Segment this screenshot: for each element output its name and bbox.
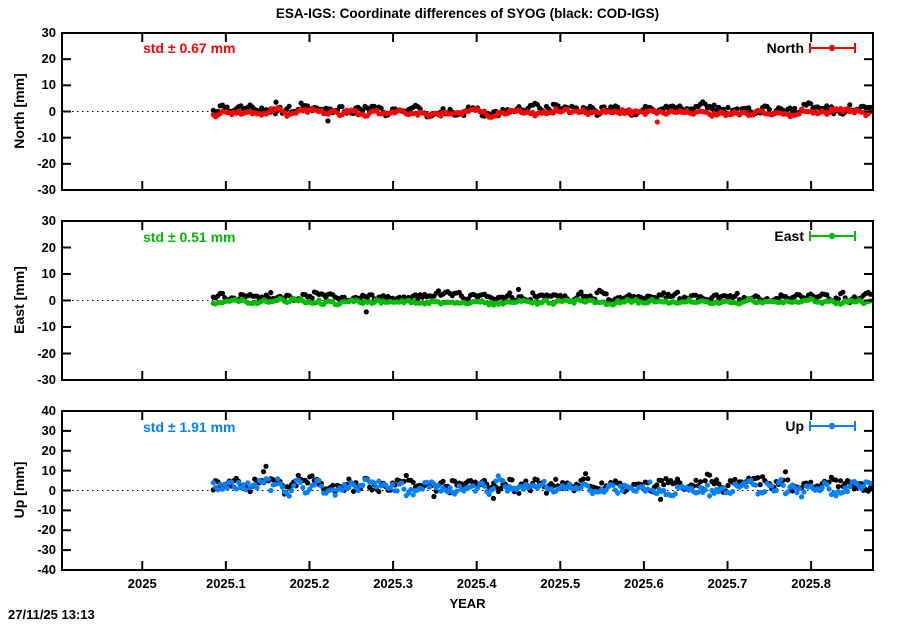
legend-label-up: Up [785,418,804,434]
x-tick-label: 2025.6 [624,576,664,591]
y-tick-label: -10 [37,129,56,145]
legend-errorbar-north [809,43,856,53]
series-esa-igs-east [210,295,874,308]
x-tick-label: 2025.7 [707,576,748,591]
y-tick-label: -10 [37,502,56,518]
y-tick-label: 20 [41,51,56,67]
y-tick-label: 30 [41,213,56,228]
panel-up [61,410,874,571]
y-tick-label: -30 [37,372,56,387]
x-tick-label: 2025.1 [205,576,246,591]
y-tick-label: -10 [37,319,56,334]
std-annotation-up: std ± 1.91 mm [143,419,236,435]
chart-title: ESA-IGS: Coordinate differences of SYOG … [275,6,660,21]
plot-timestamp: 27/11/25 13:13 [8,607,95,622]
x-tick-label: 2025 [127,576,157,591]
y-tick-label: 0 [48,292,56,308]
outlier-point [298,100,304,106]
legend-errorbar-east [809,231,856,241]
outlier-point [515,286,522,292]
y-tick-label: 10 [41,266,56,281]
outlier-point [363,309,369,315]
y-tick-label: -30 [37,182,56,197]
series-esa-igs-north [210,105,874,125]
std-annotation-north: std ± 0.67 mm [143,40,236,56]
y-tick-label: 20 [41,239,56,255]
outlier-point [263,463,269,469]
outlier-point [654,119,660,125]
std-annotation-east: std ± 0.51 mm [143,229,236,245]
x-tick-label: 2025.5 [540,576,581,591]
y-tick-label: 0 [48,482,56,498]
y-tick-label: 40 [41,403,56,418]
y-tick-label: 10 [41,77,56,93]
legend-errorbar-up [809,421,856,431]
legend-label-east: East [774,228,804,244]
x-tick-label: 2025.4 [456,576,497,591]
outlier-point [325,118,331,124]
panel-border [61,220,874,381]
y-tick-label: -20 [37,345,56,361]
y-tick-label: 30 [41,25,56,40]
outlier-point [490,495,496,501]
outlier-point [658,496,664,502]
y-tick-label: 30 [41,422,56,438]
panel-border [61,410,874,571]
panel-border [61,32,874,191]
y-tick-label: -40 [37,562,56,577]
x-tick-label: 2025.2 [289,576,330,591]
x-tick-label: 2025.3 [373,576,413,591]
panel-east [61,220,874,381]
y-tick-label: 0 [48,103,56,119]
outlier-point [260,469,267,475]
outlier-point [273,99,279,105]
y-tick-label: 20 [41,442,56,458]
series-cod-igs-east [210,286,874,315]
x-tick-label: 2025.8 [791,576,831,591]
x-axis-label: YEAR [449,596,486,611]
y-tick-label: -20 [37,522,56,538]
y-tick-label: 10 [41,462,56,478]
series-esa-igs-up [210,473,874,500]
y-tick-label: -20 [37,155,56,171]
panel-north [61,32,874,191]
legend-label-north: North [766,40,804,56]
y-tick-label: -30 [37,542,56,558]
